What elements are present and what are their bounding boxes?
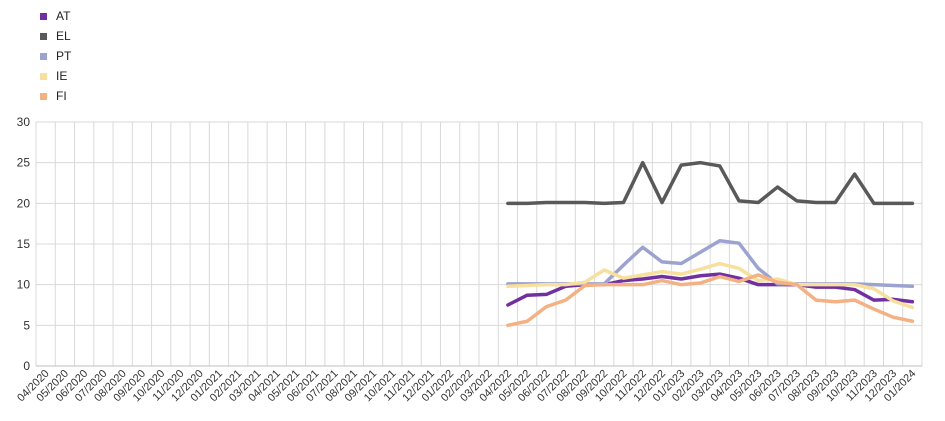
y-tick-label: 5 <box>23 318 30 332</box>
legend-label: FI <box>56 89 67 103</box>
x-axis-tick-labels: 04/202005/202006/202007/202008/202009/20… <box>15 368 918 405</box>
series-lines <box>506 160 915 328</box>
legend-label: IE <box>56 69 68 83</box>
legend-swatch <box>40 32 47 40</box>
legend-label: PT <box>56 49 72 63</box>
y-tick-label: 10 <box>17 278 31 292</box>
y-tick-label: 30 <box>17 115 31 129</box>
y-tick-label: 20 <box>17 196 31 210</box>
series-line-ie <box>506 261 915 310</box>
grid-lines <box>35 121 923 366</box>
legend-label: AT <box>56 9 71 23</box>
y-tick-label: 15 <box>17 237 31 251</box>
legend-label: EL <box>56 29 71 43</box>
chart-legend: AT EL PT IE FI <box>40 6 71 106</box>
legend-item-el: EL <box>40 26 71 46</box>
legend-item-at: AT <box>40 6 71 26</box>
legend-item-ie: IE <box>40 66 71 86</box>
y-tick-label: 0 <box>23 359 30 373</box>
legend-swatch <box>40 12 47 20</box>
series-line-el <box>506 160 915 206</box>
series-line-fi <box>506 273 915 328</box>
y-axis-tick-labels: 0 5 10 15 20 25 30 <box>17 115 31 373</box>
legend-item-fi: FI <box>40 86 71 106</box>
legend-swatch <box>40 92 47 100</box>
y-tick-label: 25 <box>17 156 31 170</box>
legend-swatch <box>40 72 47 80</box>
legend-item-pt: PT <box>40 46 71 66</box>
legend-swatch <box>40 52 47 60</box>
